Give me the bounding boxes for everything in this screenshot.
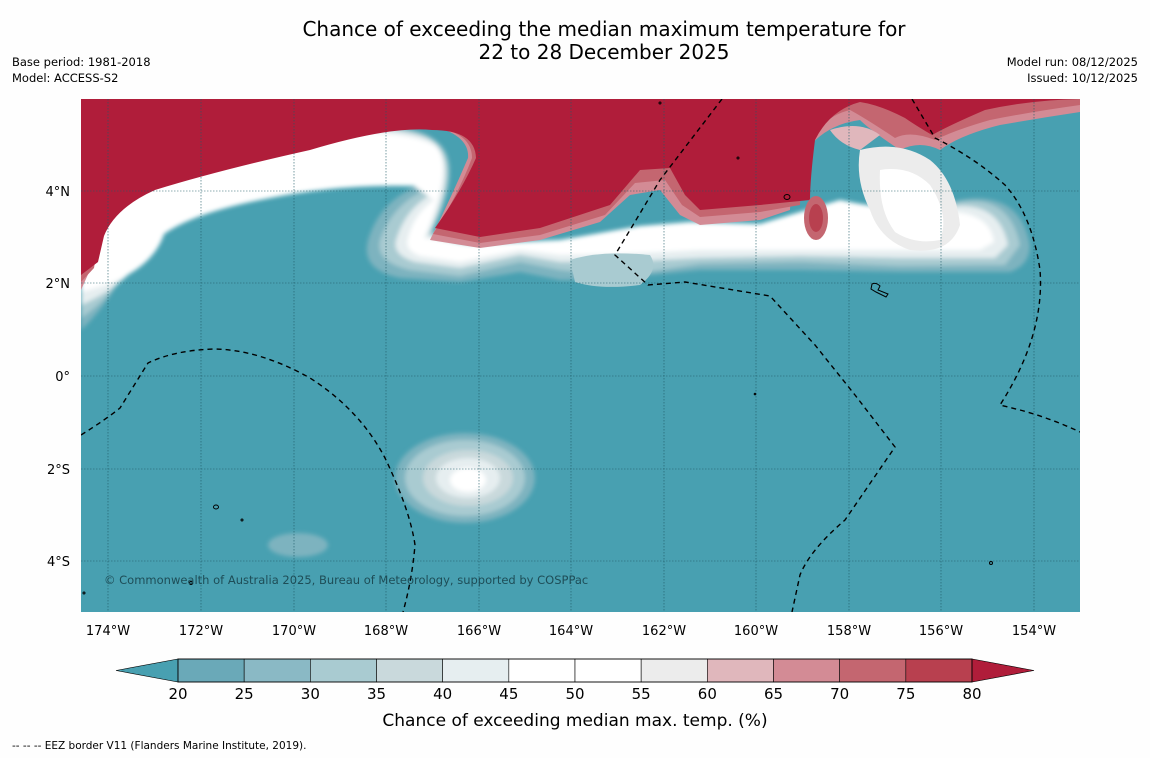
colorbar-tick-label: 60 bbox=[698, 685, 717, 703]
colorbar-outline bbox=[177, 658, 973, 683]
colorbar-tick-label: 45 bbox=[499, 685, 518, 703]
colorbar-tick-label: 25 bbox=[235, 685, 254, 703]
colorbar-segment bbox=[442, 658, 510, 683]
lon-label: 170°W bbox=[272, 624, 316, 639]
colorbar-segments bbox=[177, 658, 973, 683]
colorbar-segment bbox=[508, 658, 576, 683]
latitude-labels: 4°N 2°N 0° 2°S 4°S bbox=[46, 185, 71, 570]
model-run: Model run: 08/12/2025 bbox=[1006, 55, 1138, 69]
islands bbox=[82, 101, 993, 595]
colorbar-over-triangle bbox=[971, 658, 1035, 683]
lon-label: 158°W bbox=[827, 624, 871, 639]
colorbar-segment bbox=[773, 658, 840, 683]
copyright-text: © Commonwealth of Australia 2025, Bureau… bbox=[104, 573, 588, 587]
colorbar-segment bbox=[376, 658, 443, 683]
warm-anomaly-north bbox=[81, 99, 1080, 290]
colorbar-tick-label: 80 bbox=[962, 685, 981, 703]
colorbar-tick-label: 65 bbox=[764, 685, 783, 703]
island-small-9 bbox=[82, 591, 86, 595]
colorbar-segment bbox=[839, 658, 907, 683]
colorbar-tick-label: 70 bbox=[830, 685, 849, 703]
lat-label: 4°N bbox=[46, 185, 71, 200]
colorbar-segment bbox=[310, 658, 377, 683]
pale-patch-equatorial bbox=[570, 253, 654, 287]
lon-label: 156°W bbox=[919, 624, 963, 639]
colorbar-under-triangle bbox=[115, 658, 179, 683]
colorbar-tick-label: 40 bbox=[433, 685, 452, 703]
colorbar-tick-label: 55 bbox=[632, 685, 651, 703]
colorbar-ticks: 20 25 30 35 40 45 50 55 60 65 70 75 80 bbox=[168, 685, 981, 703]
island-kiritimati bbox=[870, 282, 889, 298]
island-small-2 bbox=[213, 504, 219, 510]
colorbar-segment bbox=[574, 658, 642, 683]
map-panel: © Commonwealth of Australia 2025, Bureau… bbox=[81, 99, 1080, 612]
graticule bbox=[81, 99, 1080, 612]
meta-left: Base period: 1981-2018 Model: ACCESS-S2 bbox=[12, 54, 151, 86]
colorbar-tick-label: 30 bbox=[301, 685, 320, 703]
title-line-1: Chance of exceeding the median maximum t… bbox=[302, 17, 906, 41]
transition-zone-north bbox=[81, 124, 1030, 330]
issued-date: Issued: 10/12/2025 bbox=[1027, 71, 1138, 85]
colorbar-segment bbox=[905, 658, 973, 683]
title-line-2: 22 to 28 December 2025 bbox=[478, 40, 730, 64]
lat-label: 4°S bbox=[47, 555, 70, 570]
island-small-4 bbox=[189, 581, 193, 585]
colorbar-label: Chance of exceeding median max. temp. (%… bbox=[382, 711, 767, 731]
colorbar-segment bbox=[640, 658, 708, 683]
lon-label: 168°W bbox=[364, 624, 408, 639]
island-small-5 bbox=[989, 561, 993, 565]
colorbar-segment bbox=[707, 658, 774, 683]
lat-label: 0° bbox=[55, 370, 70, 385]
island-small-6 bbox=[736, 156, 740, 160]
island-small-1 bbox=[783, 194, 791, 200]
lat-label: 2°N bbox=[46, 277, 71, 292]
island-small-8 bbox=[753, 392, 757, 396]
lon-label: 154°W bbox=[1012, 624, 1056, 639]
colorbar-tick-label: 75 bbox=[896, 685, 915, 703]
island-small-7 bbox=[658, 101, 662, 105]
lon-label: 164°W bbox=[549, 624, 593, 639]
meta-right: Model run: 08/12/2025 Issued: 10/12/2025 bbox=[1007, 54, 1138, 86]
model-name: Model: ACCESS-S2 bbox=[12, 71, 119, 85]
warm-anomaly-south bbox=[268, 433, 535, 557]
colorbar-tick-label: 35 bbox=[367, 685, 386, 703]
colorbar-segment bbox=[243, 658, 311, 683]
colorbar: 20 25 30 35 40 45 50 55 60 65 70 75 80 Chance of exc… bbox=[115, 658, 1035, 731]
eez-borders bbox=[81, 99, 1080, 612]
lon-label: 174°W bbox=[86, 624, 130, 639]
colorbar-segment bbox=[177, 658, 245, 683]
lat-label: 2°S bbox=[47, 463, 70, 478]
colorbar-tick-label: 50 bbox=[565, 685, 584, 703]
island-small-3 bbox=[240, 518, 244, 522]
eez-footnote: -- -- -- EEZ border V11 (Flanders Marine… bbox=[12, 740, 307, 752]
lon-label: 162°W bbox=[642, 624, 686, 639]
lon-label: 160°W bbox=[734, 624, 778, 639]
colorbar-tick-label: 20 bbox=[168, 685, 187, 703]
base-period: Base period: 1981-2018 bbox=[12, 55, 151, 69]
lon-label: 166°W bbox=[457, 624, 501, 639]
longitude-labels: 174°W 172°W 170°W 168°W 166°W 164°W 162°… bbox=[86, 624, 1056, 639]
map-title: Chance of exceeding the median maximum t… bbox=[0, 18, 1150, 64]
lon-label: 172°W bbox=[179, 624, 223, 639]
